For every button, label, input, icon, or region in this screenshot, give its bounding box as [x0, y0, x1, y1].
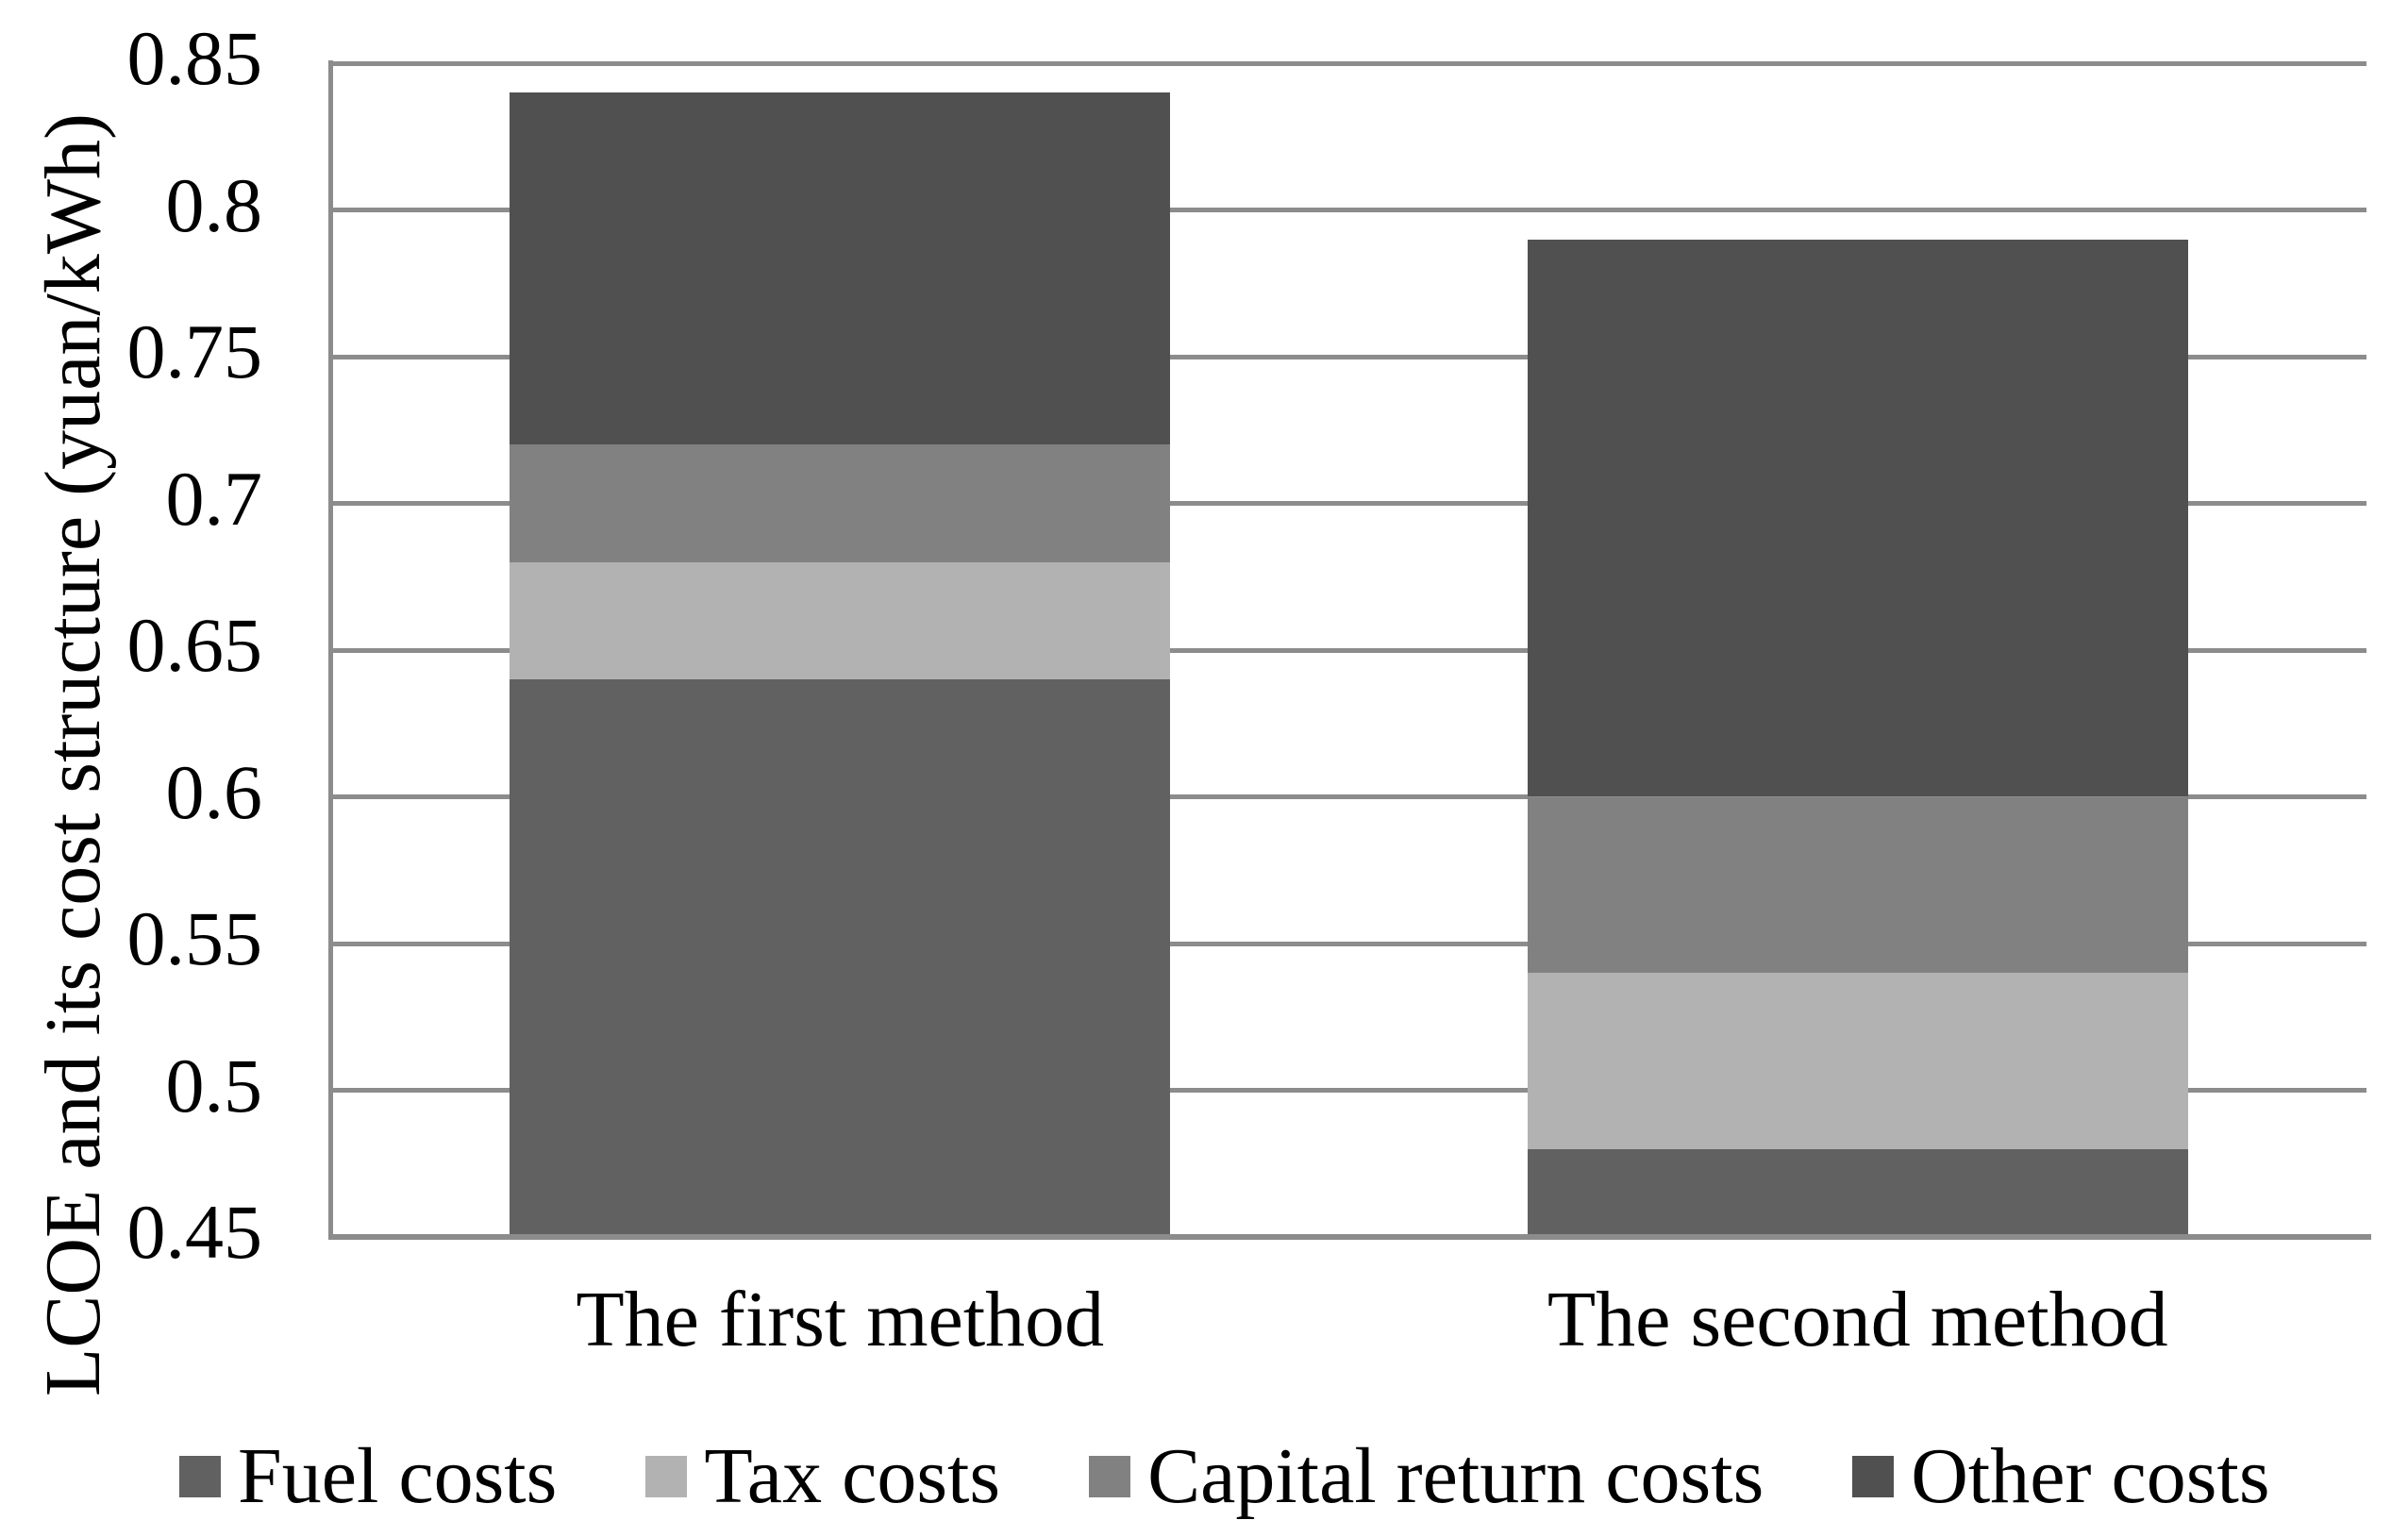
- legend: Fuel costs Tax costs Capital return costs O…: [179, 1435, 2270, 1518]
- bar-2-segment-other-costs: [1527, 239, 2188, 797]
- legend-item-capital-return-costs: Capital return costs: [1089, 1435, 1764, 1518]
- gridline-0.85: [331, 60, 2366, 66]
- gridline-0.5: [331, 1088, 2366, 1093]
- y-tick-label-0.65: 0.65: [126, 602, 263, 688]
- legend-label-capital-return-costs: Capital return costs: [1147, 1432, 1764, 1520]
- bar-1-segment-tax-costs: [510, 561, 1171, 680]
- legend-item-fuel-costs: Fuel costs: [179, 1435, 557, 1518]
- y-tick-label-0.7: 0.7: [165, 455, 263, 542]
- legend-swatch-tax-costs: [645, 1456, 688, 1497]
- bar-2-segment-capital-return-costs: [1527, 796, 2188, 974]
- legend-swatch-other-costs: [1852, 1456, 1895, 1497]
- y-tick-label-0.6: 0.6: [165, 748, 263, 835]
- category-label-the-first-method: The first method: [576, 1276, 1105, 1363]
- x-axis-line: [328, 1234, 2371, 1240]
- legend-item-other-costs: Other costs: [1852, 1432, 2270, 1520]
- gridline-0.55: [331, 941, 2366, 946]
- legend-label-other-costs: Other costs: [1911, 1432, 2270, 1520]
- bar-1-segment-other-costs: [510, 92, 1171, 445]
- legend-label-fuel-costs: Fuel costs: [238, 1432, 558, 1520]
- legend-item-tax-costs: Tax costs: [645, 1435, 1000, 1518]
- gridline-0.8: [331, 208, 2366, 212]
- legend-label-tax-costs: Tax costs: [704, 1432, 1001, 1520]
- y-tick-label-0.55: 0.55: [126, 895, 263, 981]
- y-tick-label-0.45: 0.45: [126, 1189, 263, 1275]
- y-axis-line: [328, 60, 333, 1240]
- y-tick-label-0.8: 0.8: [165, 161, 263, 248]
- bar-1-segment-capital-return-costs: [510, 444, 1171, 562]
- category-label-the-second-method: The second method: [1547, 1276, 2168, 1363]
- gridline-0.65: [331, 647, 2366, 653]
- bar-2-segment-tax-costs: [1527, 973, 2188, 1149]
- y-axis-title: LCOE and its cost structure (yuan/kWh): [29, 113, 117, 1396]
- gridline-0.6: [331, 794, 2366, 799]
- bar-2-segment-fuel-costs: [1527, 1148, 2188, 1237]
- legend-swatch-fuel-costs: [179, 1456, 221, 1497]
- y-tick-label-0.5: 0.5: [165, 1042, 263, 1128]
- y-tick-label-0.75: 0.75: [126, 309, 263, 394]
- gridline-0.75: [331, 354, 2366, 359]
- bar-1-segment-fuel-costs: [510, 679, 1171, 1237]
- legend-swatch-capital-return-costs: [1089, 1456, 1131, 1497]
- y-tick-label-0.85: 0.85: [126, 15, 263, 101]
- gridline-0.7: [331, 501, 2366, 506]
